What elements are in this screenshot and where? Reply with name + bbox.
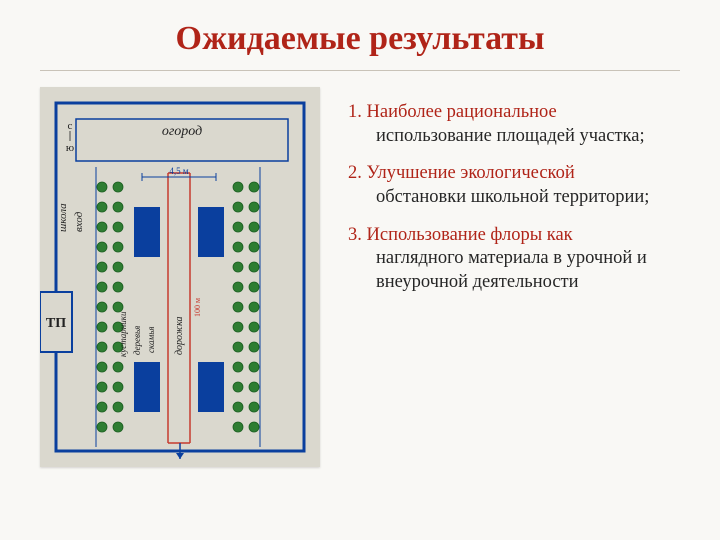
bullet-2-rest: обстановки школьной территории; — [348, 186, 680, 210]
svg-text:100 м: 100 м — [193, 298, 202, 317]
bullet-2-line1: Улучшение экологической — [367, 163, 575, 183]
svg-text:дорожка: дорожка — [174, 316, 185, 355]
svg-text:скамья: скамья — [146, 326, 156, 353]
svg-text:ТП: ТП — [46, 316, 66, 331]
plan-svg: огород сю ТП школа вход кустарники деревья скам… — [40, 87, 320, 467]
plan-figure: огород сю ТП школа вход кустарники деревья скам… — [40, 87, 320, 467]
bullet-3-rest: наглядного материала в урочной и внеуроч… — [348, 247, 680, 294]
bullet-3-line1: Использование флоры как — [367, 225, 573, 245]
svg-text:с: с — [68, 120, 73, 132]
bullet-1-line1: Наиболее рациональное — [367, 102, 557, 122]
svg-text:школа: школа — [57, 203, 69, 232]
content-row: огород сю ТП школа вход кустарники деревья скам… — [40, 87, 680, 467]
svg-text:4,5 м: 4,5 м — [169, 166, 189, 176]
svg-text:деревья: деревья — [132, 326, 142, 355]
svg-text:огород: огород — [162, 124, 202, 139]
bullet-list: 1. Наиболее рациональное использование п… — [348, 87, 680, 467]
svg-text:вход: вход — [73, 211, 85, 232]
bullet-1: 1. Наиболее рациональное использование п… — [348, 101, 680, 148]
slide-title: Ожидаемые результаты — [40, 20, 680, 71]
bullet-2: 2. Улучшение экологической обстановки шк… — [348, 162, 680, 209]
slide: Ожидаемые результаты огород сю ТП школа вход… — [0, 0, 720, 540]
svg-text:ю: ю — [66, 142, 74, 154]
bullet-2-num: 2. — [348, 163, 362, 183]
bullet-3: 3. Использование флоры как наглядного ма… — [348, 224, 680, 295]
bullet-1-num: 1. — [348, 102, 362, 122]
bullet-3-num: 3. — [348, 225, 362, 245]
svg-text:кустарники: кустарники — [118, 311, 128, 357]
bullet-1-rest: использование площадей участка; — [348, 125, 680, 149]
